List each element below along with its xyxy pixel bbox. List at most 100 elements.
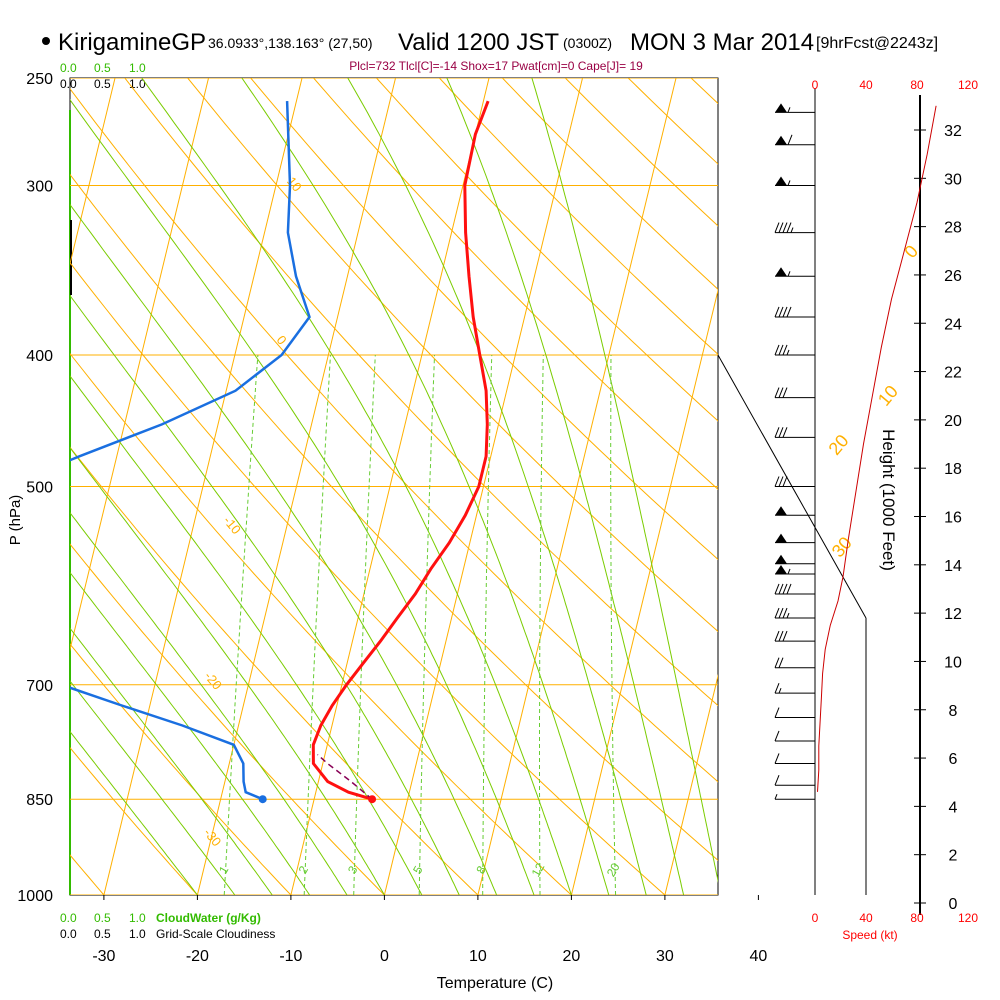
wind-barb-icon <box>774 427 815 438</box>
wind-barb-icon <box>774 476 815 487</box>
wind-barb-icon <box>774 707 815 719</box>
mixing-ratio-line <box>418 354 435 895</box>
temperature-tick--20: -20 <box>186 948 209 965</box>
temperature-tick-10: 10 <box>469 948 487 965</box>
isotherm-label: 10 <box>874 381 902 409</box>
wind-barb-icon <box>774 630 815 642</box>
wind-barb-icon <box>775 134 815 146</box>
mixing-ratio-label: 20 <box>604 860 623 879</box>
height-tick-6: 6 <box>949 751 958 768</box>
zulu-time: (0300Z) <box>563 35 612 51</box>
dry-adiabat <box>943 78 1000 895</box>
isotherm-label: 20 <box>824 431 852 459</box>
dry-adiabat <box>313 78 718 490</box>
isotherm-line <box>196 78 397 895</box>
cloud-water-scale-0: 0.0 <box>60 61 77 75</box>
wind-barbs <box>717 103 867 800</box>
moist-adiabat <box>70 375 423 895</box>
cloudiness-scale-2: 1.0 <box>129 77 146 91</box>
wind-barb-icon <box>774 657 815 669</box>
dry-adiabat <box>70 352 572 895</box>
pressure-tick-250: 250 <box>26 71 53 88</box>
temperature-ticks: -30 -20 -10 0 10 20 30 40 <box>92 895 767 965</box>
moist-adiabat <box>531 78 718 884</box>
cloud-water-label: CloudWater (g/Kg) <box>156 911 261 925</box>
height-axis-label: Height (1000 Feet) <box>879 429 898 571</box>
mixing-ratio-line <box>223 354 259 895</box>
moist-adiabat <box>70 511 348 895</box>
mixing-ratio-label: 12 <box>529 860 548 879</box>
sounding-traces <box>70 100 490 804</box>
dry-adiabat <box>70 643 292 895</box>
mixing-ratio-label: 3 <box>345 863 361 876</box>
y-axis-label: P (hPa) <box>7 495 24 546</box>
speed-tick-bottom-0: 0 <box>812 911 819 925</box>
moist-adiabat <box>241 78 610 895</box>
wind-barb-icon <box>775 506 815 516</box>
mixing-ratio-line <box>610 354 617 895</box>
speed-tick-top-0: 0 <box>812 78 819 92</box>
moist-adiabat <box>70 203 498 895</box>
temperature-tick--10: -10 <box>279 948 302 965</box>
speed-axis-label: Speed (kt) <box>842 928 897 942</box>
pressure-tick-700: 700 <box>26 678 53 695</box>
surface-dewpoint-point <box>258 795 267 804</box>
height-tick-12: 12 <box>944 606 962 623</box>
wind-barb-icon <box>774 387 815 399</box>
wind-barb-icon <box>774 222 815 234</box>
pressure-tick-500: 500 <box>26 480 53 497</box>
wind-barb-icon <box>775 533 815 544</box>
cloud-scale-bottom: 0.0 0.5 1.0 CloudWater (g/Kg) 0.0 0.5 1.… <box>60 911 275 941</box>
isotherm-line <box>290 78 490 895</box>
moist-adiabat <box>70 680 236 895</box>
isotherm-line <box>852 78 1000 895</box>
dry-adiabat <box>70 173 718 862</box>
moist-adiabat <box>70 571 311 895</box>
isotherm-line <box>664 673 718 895</box>
cloudiness-label: Grid-Scale Cloudiness <box>156 927 275 941</box>
cloud-water-scale-bottom-1: 0.5 <box>94 911 111 925</box>
height-tick-32: 32 <box>944 123 962 140</box>
dry-adiabat <box>124 78 718 707</box>
isotherm-line <box>70 78 116 266</box>
station-coords: 36.0933°,138.163° (27,50) <box>208 35 373 51</box>
moist-adiabat <box>70 627 273 895</box>
height-tick-30: 30 <box>944 171 962 188</box>
mixing-ratio-label: 8 <box>473 863 489 876</box>
thermo-grid <box>70 78 1000 895</box>
cloud-water-scale-bottom-0: 0.0 <box>60 911 77 925</box>
wind-barb-icon <box>774 794 815 800</box>
wind-barb-icon <box>775 267 815 277</box>
forecast-date: MON 3 Mar 2014 <box>630 29 814 56</box>
dry-adiabat <box>70 543 385 895</box>
temperature-tick-40: 40 <box>750 948 768 965</box>
speed-tick-top-40: 40 <box>859 78 873 92</box>
speed-tick-bottom-80: 80 <box>910 911 924 925</box>
height-tick-8: 8 <box>949 703 958 720</box>
pressure-tick-300: 300 <box>26 178 53 195</box>
wind-barb-icon <box>774 730 815 742</box>
mixing-ratio-line <box>353 354 376 895</box>
pressure-tick-400: 400 <box>26 348 53 365</box>
stability-indices: Plcl=732 Tlcl[C]=-14 Shox=17 Pwat[cm]=0 … <box>349 59 643 73</box>
cloud-scale-top: 0.0 0.5 1.0 0.0 0.5 1.0 <box>60 61 146 91</box>
speed-tick-top-120: 120 <box>958 78 978 92</box>
temperature-tick--30: -30 <box>92 948 115 965</box>
isotherm-line <box>383 78 584 895</box>
speed-tick-bottom-120: 120 <box>958 911 978 925</box>
wind-panel <box>814 88 921 915</box>
mixing-ratio-label: 2 <box>296 863 312 876</box>
moist-adiabat <box>70 446 385 895</box>
moist-adiabat <box>347 78 647 895</box>
cloudiness-scale-0: 0.0 <box>60 77 77 91</box>
moist-adiabat <box>70 98 535 895</box>
wind-speed-profile <box>817 105 937 792</box>
wind-speed-line <box>817 105 937 792</box>
isotherm-line <box>103 78 303 895</box>
pressure-tick-1000: 1000 <box>17 888 53 905</box>
cloudiness-scale-1: 0.5 <box>94 77 111 91</box>
dry-adiabat <box>70 87 718 783</box>
height-tick-18: 18 <box>944 461 962 478</box>
